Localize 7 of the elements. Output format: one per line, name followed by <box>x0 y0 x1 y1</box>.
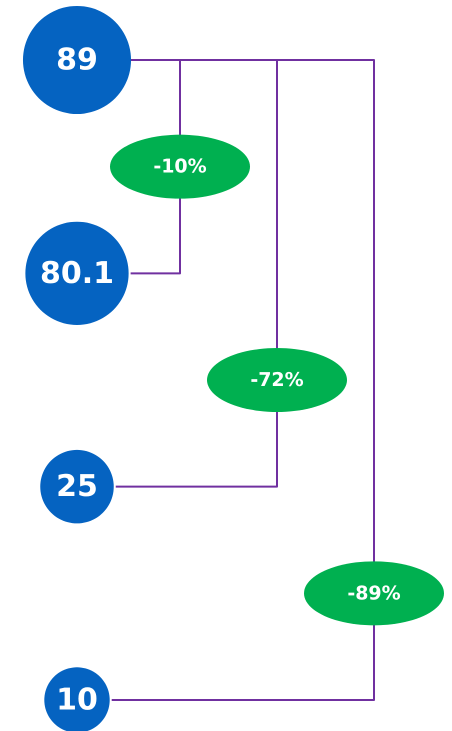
data-label: 89 <box>56 42 98 78</box>
text: -10% <box>153 156 207 178</box>
data-label: 80.1 <box>40 256 114 291</box>
data-label: 25 <box>56 469 98 504</box>
data-label: 10 <box>56 682 98 718</box>
text: -89% <box>347 582 401 604</box>
text: -72% <box>250 369 304 391</box>
